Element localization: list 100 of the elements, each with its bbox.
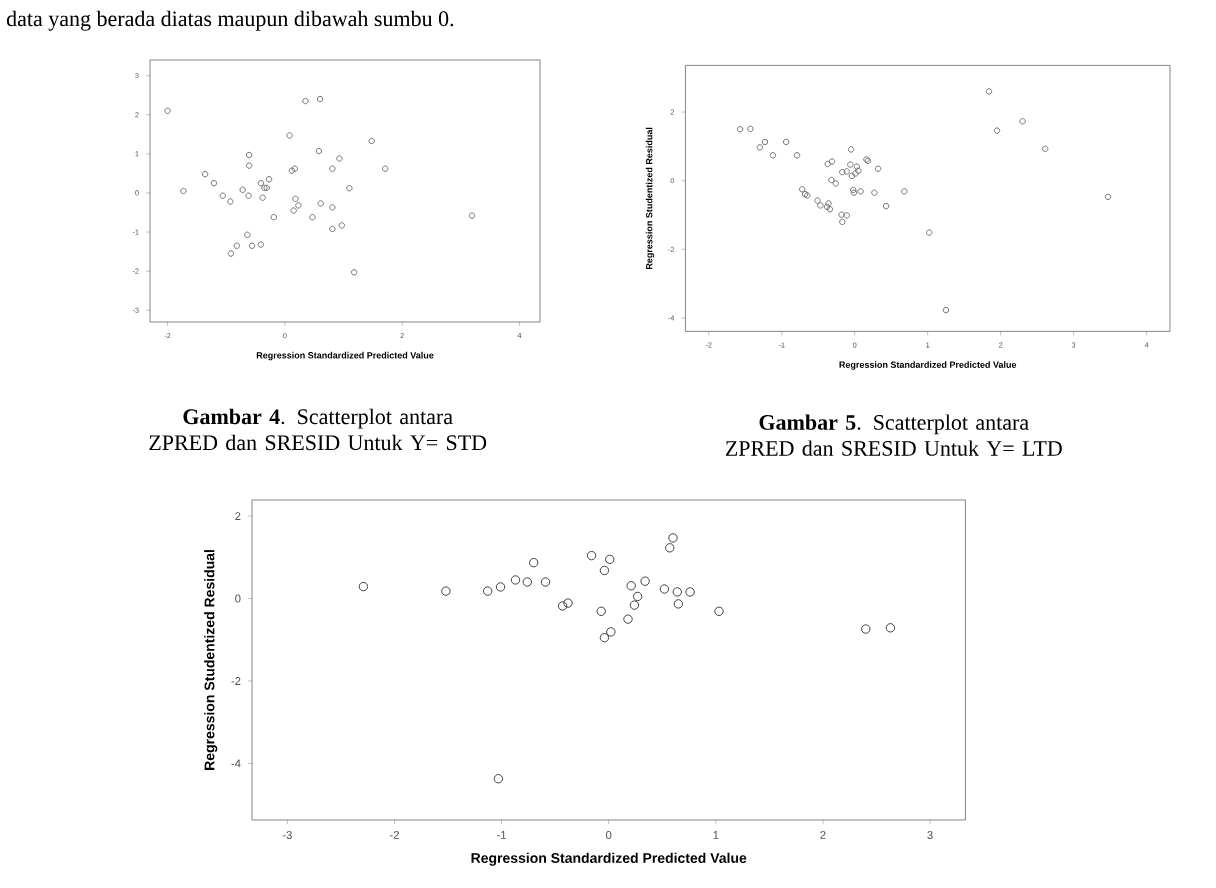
point (286, 132, 293, 139)
point (599, 633, 610, 643)
point (824, 160, 831, 168)
point (925, 229, 933, 236)
point (245, 162, 253, 169)
point (1019, 118, 1026, 125)
point (668, 533, 678, 543)
point (685, 587, 695, 597)
point (233, 242, 241, 249)
point (855, 167, 862, 174)
point (270, 213, 277, 221)
point (629, 600, 640, 610)
point (623, 614, 633, 624)
point (309, 213, 316, 221)
point (850, 186, 857, 194)
point (847, 146, 855, 153)
point (885, 623, 896, 633)
point (606, 627, 616, 637)
point (164, 107, 171, 115)
point (292, 195, 299, 203)
point (832, 180, 839, 187)
point (640, 576, 650, 586)
point (714, 606, 724, 617)
point (665, 543, 675, 553)
point (245, 151, 253, 159)
point (798, 186, 806, 193)
point (259, 194, 266, 201)
point (338, 222, 345, 229)
point (482, 586, 493, 596)
point (1042, 145, 1049, 152)
point (557, 601, 568, 611)
point (227, 198, 234, 205)
point (227, 250, 235, 257)
text: Gambar 4. Scatterplot antara ZPRED dan SRESID Untuk Y= STD (149, 408, 487, 451)
point (747, 125, 754, 133)
point (329, 225, 336, 233)
point (626, 581, 636, 591)
point (315, 147, 323, 155)
point (942, 306, 950, 314)
point (302, 97, 309, 105)
point (210, 179, 218, 187)
point (350, 269, 358, 276)
point (843, 168, 850, 175)
point (495, 582, 506, 592)
point (201, 170, 209, 178)
point (180, 187, 187, 195)
point (381, 165, 389, 172)
point (291, 165, 299, 172)
text: Gambar 5. Scatterplot antara ZPRED dan SRESID Untuk Y= LTD (725, 414, 1062, 456)
point (853, 163, 861, 170)
point (828, 176, 835, 184)
point (605, 554, 615, 565)
point (993, 127, 1001, 134)
point (672, 587, 682, 597)
point (329, 204, 336, 211)
point (586, 550, 597, 561)
point (317, 200, 324, 207)
point (850, 189, 858, 196)
point (874, 165, 882, 172)
point (852, 170, 859, 177)
point (358, 581, 369, 592)
point (295, 202, 302, 209)
point (288, 167, 296, 174)
point (540, 577, 551, 587)
point (596, 606, 606, 617)
point (493, 774, 504, 784)
point (839, 168, 846, 176)
point (563, 598, 573, 608)
point (793, 152, 801, 159)
point (1104, 193, 1112, 201)
point (838, 211, 845, 218)
point (882, 202, 890, 210)
point (290, 207, 297, 214)
point (257, 179, 265, 187)
point (244, 231, 251, 238)
point (817, 202, 824, 209)
point (346, 185, 353, 192)
point (336, 155, 343, 162)
point (257, 241, 265, 248)
point (769, 152, 777, 159)
point (265, 176, 273, 183)
point (857, 188, 864, 195)
point (843, 212, 850, 219)
point (248, 242, 256, 249)
point (441, 586, 451, 596)
point (736, 126, 744, 133)
point (985, 88, 993, 95)
text: data yang berada diatas maupun dibawah sumbu 0. (6, 10, 454, 31)
point (316, 95, 324, 103)
point (814, 197, 821, 204)
point (239, 186, 246, 194)
point (861, 624, 871, 634)
point (468, 212, 476, 219)
point (632, 591, 643, 602)
point (219, 192, 226, 199)
point (839, 218, 846, 226)
point (522, 577, 532, 587)
point (368, 137, 375, 145)
point (756, 144, 764, 151)
point (659, 584, 670, 594)
